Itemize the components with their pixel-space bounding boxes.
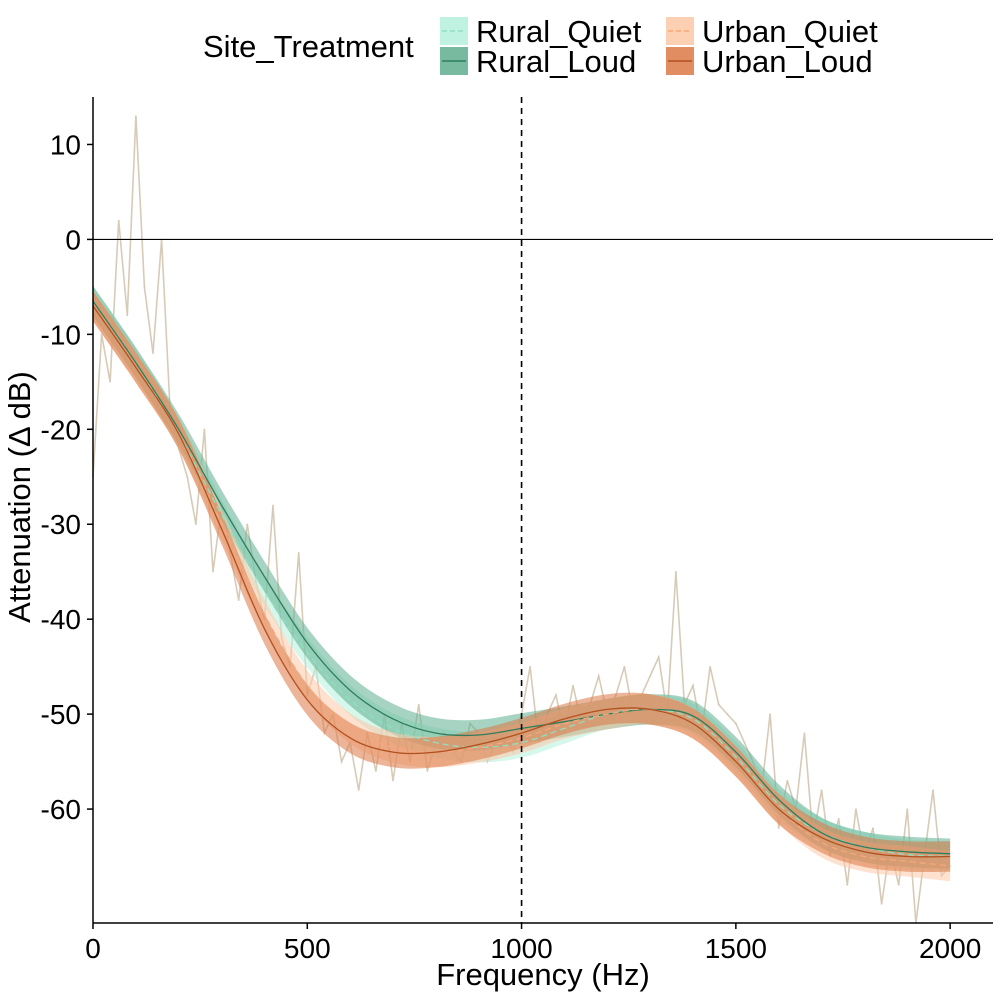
raw-spectrum-point: [135, 115, 137, 117]
raw-spectrum-point: [623, 665, 626, 668]
raw-spectrum-point: [203, 428, 206, 431]
raw-spectrum-point: [417, 703, 420, 706]
raw-spectrum-point: [109, 381, 111, 383]
legend-label: Urban_Loud: [702, 44, 873, 79]
y-tick-label: -10: [41, 319, 81, 350]
raw-spectrum-point: [932, 789, 934, 791]
smoothed-lines: [92, 300, 951, 867]
raw-spectrum-point: [743, 741, 746, 744]
raw-spectrum-point: [846, 884, 849, 886]
y-axis-ticks: 10 0 -10 -20 -30 -40 -50 -60: [41, 129, 93, 825]
legend-label: Rural_Quiet: [476, 14, 642, 49]
legend-item-urban-quiet: Urban_Quiet: [666, 14, 878, 49]
raw-spectrum-point: [572, 684, 574, 687]
raw-spectrum-point: [717, 703, 720, 706]
legend-label: Urban_Quiet: [702, 14, 878, 49]
raw-spectrum-point: [186, 476, 189, 478]
raw-spectrum-point: [855, 808, 857, 810]
line-urban-quiet: [92, 305, 951, 867]
raw-spectrum-point: [675, 570, 677, 573]
x-axis-ticks: 0 500 1000 1500 2000: [85, 923, 981, 964]
legend-item-urban-loud: Urban_Loud: [666, 44, 873, 79]
legend-title: Site_Treatment: [203, 29, 414, 64]
raw-spectrum-point: [769, 713, 771, 715]
x-tick-label: 1000: [490, 933, 552, 964]
y-tick-label: -50: [41, 699, 81, 730]
raw-spectrum-point: [237, 599, 240, 601]
line-urban-loud: [92, 305, 951, 858]
raw-spectrum-point: [657, 656, 660, 658]
raw-spectrum-point: [803, 732, 806, 734]
raw-spectrum-point: [143, 286, 146, 288]
raw-spectrum-point: [735, 722, 737, 725]
raw-spectrum-point: [100, 333, 103, 336]
y-tick-label: 0: [65, 224, 81, 255]
raw-spectrum-point: [820, 789, 823, 791]
raw-spectrum-point: [212, 570, 214, 573]
raw-spectrum-point: [297, 551, 300, 554]
legend-item-rural-quiet: Rural_Quiet: [440, 14, 642, 49]
y-tick-label: -60: [41, 794, 81, 825]
raw-spectrum-point: [906, 808, 909, 810]
raw-spectrum-point: [649, 675, 651, 677]
x-tick-label: 500: [284, 933, 331, 964]
raw-spectrum-point: [272, 504, 274, 507]
raw-spectrum-point: [897, 884, 900, 886]
raw-spectrum-point: [692, 684, 694, 687]
raw-spectrum-point: [152, 352, 154, 355]
x-axis-title: Frequency (Hz): [436, 957, 650, 992]
line-rural-quiet: [92, 300, 951, 858]
legend-label: Rural_Loud: [476, 44, 636, 79]
raw-spectrum-point: [357, 789, 360, 791]
y-tick-label: -20: [41, 414, 81, 445]
raw-spectrum-point: [529, 665, 531, 668]
raw-spectrum-point: [555, 694, 557, 696]
raw-spectrum-point: [880, 903, 883, 905]
raw-spectrum-point: [117, 219, 120, 222]
y-tick-label: -30: [41, 509, 81, 540]
line-rural-loud: [92, 300, 951, 855]
raw-spectrum-point: [195, 523, 197, 525]
x-tick-label: 2000: [919, 933, 981, 964]
raw-spectrum-point: [392, 779, 394, 782]
x-tick-label: 0: [85, 933, 101, 964]
raw-spectrum-point: [837, 817, 840, 820]
raw-spectrum-point: [340, 760, 343, 763]
raw-spectrum-point: [709, 665, 711, 668]
raw-spectrum-point: [246, 523, 249, 525]
y-axis-title: Attenuation (Δ dB): [2, 371, 37, 623]
raw-spectrum-point: [375, 770, 377, 772]
y-tick-label: 10: [50, 129, 81, 160]
raw-spectrum-point: [872, 827, 874, 829]
raw-spectrum-point: [726, 713, 729, 715]
raw-spectrum-point: [777, 827, 780, 829]
raw-spectrum-point: [126, 314, 129, 317]
raw-spectrum-point: [426, 770, 429, 772]
raw-spectrum-point: [597, 675, 600, 677]
legend-item-rural-loud: Rural_Loud: [440, 44, 636, 79]
x-tick-label: 1500: [705, 933, 767, 964]
raw-spectrum-point: [786, 779, 789, 782]
y-tick-label: -40: [41, 604, 81, 635]
